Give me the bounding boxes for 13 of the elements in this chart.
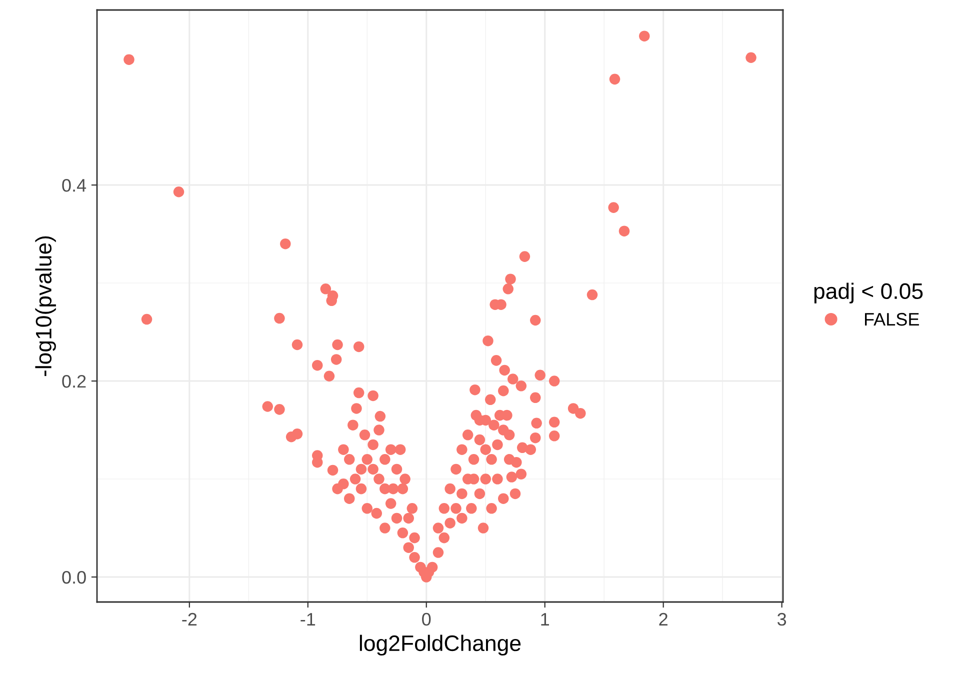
x-tick-label: 3 [777,612,786,626]
y-axis-title: -log10(pvalue) [35,236,56,376]
x-tick-label: 0 [422,612,431,626]
y-tick-label: 0.0 [62,570,86,584]
x-tick-label: -2 [182,612,197,626]
x-tick-label: 1 [541,613,549,626]
x-tick-label: -1 [300,613,316,626]
legend-title: padj < 0.05 [814,282,923,304]
y-tick-label: 0.2 [62,374,86,388]
x-axis-title: log2FoldChange [360,634,521,656]
legend-label: FALSE [865,312,919,326]
x-tick-label: 2 [659,612,668,626]
y-tick-label: 0.4 [62,178,86,192]
